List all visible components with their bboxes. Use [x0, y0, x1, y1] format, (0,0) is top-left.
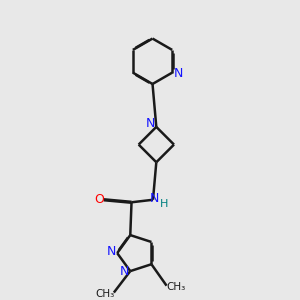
Text: N: N	[174, 68, 183, 80]
Text: CH₃: CH₃	[95, 289, 115, 299]
Text: CH₃: CH₃	[167, 282, 186, 292]
Text: N: N	[150, 192, 159, 205]
Text: H: H	[160, 199, 169, 208]
Text: N: N	[120, 265, 129, 278]
Text: O: O	[94, 193, 104, 206]
Text: N: N	[107, 245, 116, 258]
Text: N: N	[146, 117, 155, 130]
